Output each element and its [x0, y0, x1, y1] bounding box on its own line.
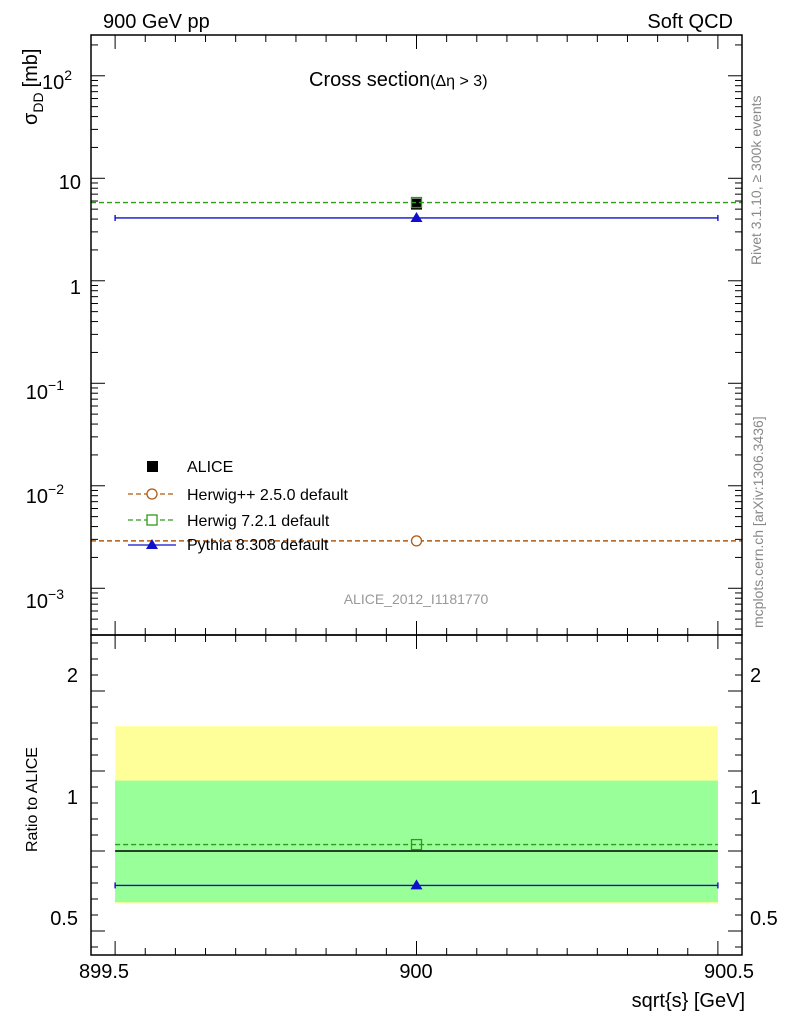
- x-tick-label-900: 900: [399, 961, 432, 983]
- legend-alice-marker: [147, 461, 158, 472]
- analysis-watermark: ALICE_2012_I1181770: [344, 591, 489, 607]
- mcplots-label: mcplots.cern.ch [arXiv:1306.3436]: [750, 416, 766, 628]
- y-tick-label-0.001: 10−3: [26, 586, 64, 613]
- chart-title: Cross section(Δη > 3): [309, 69, 488, 91]
- y-tick-label-100: 102: [42, 67, 72, 94]
- ratio-x-ticks: [114, 635, 719, 955]
- main-y-tick-labels: 102 10 1 10−1 10−2 10−3: [26, 67, 81, 613]
- data-point-pythia: [410, 211, 423, 222]
- ratio-y-axis-label: Ratio to ALICE: [24, 747, 41, 852]
- legend-herwig7: Herwig 7.2.1 default: [128, 513, 330, 530]
- x-tick-label-899.5: 899.5: [79, 961, 129, 983]
- x-tick-labels: 899.5 900 900.5: [79, 961, 754, 983]
- main-x-ticks: [114, 35, 719, 635]
- legend-pythia-marker: [146, 539, 158, 549]
- ratio-y-tick-label-2-right: 2: [750, 665, 761, 687]
- legend-pythia-label: Pythia 8.308 default: [187, 537, 329, 554]
- data-point-alice: [411, 198, 422, 210]
- chart-subtitle: (Δη > 3): [430, 73, 487, 90]
- ratio-plot-frame: [90, 634, 743, 956]
- main-y-axis-label: σDD[mb]: [20, 49, 46, 125]
- rivet-label: Rivet 3.1.10, ≥ 300k events: [748, 95, 764, 265]
- y-tick-label-1: 1: [70, 277, 81, 299]
- legend-herwig7-label: Herwig 7.2.1 default: [187, 513, 330, 530]
- ratio-panel: Ratio to ALICE 2 1 0.5 2 1 0.5 899.5 900…: [24, 634, 778, 1012]
- main-y-ticks: [91, 44, 742, 630]
- legend-herwig7-marker: [146, 514, 158, 526]
- ratio-y-tick-labels-left: 2 1 0.5: [50, 665, 78, 930]
- legend: ALICE Herwig++ 2.5.0 default Herwig 7.2.…: [128, 459, 349, 554]
- ratio-y-tick-label-0.5: 0.5: [50, 908, 78, 930]
- header-right: Soft QCD: [647, 11, 733, 33]
- x-tick-label-900.5: 900.5: [704, 961, 754, 983]
- ratio-y-tick-label-0.5-right: 0.5: [750, 908, 778, 930]
- ratio-y-ticks: [91, 642, 742, 948]
- y-tick-label-10: 10: [59, 172, 81, 194]
- legend-pythia: Pythia 8.308 default: [128, 537, 329, 554]
- ratio-point-herwig7: [410, 838, 423, 851]
- x-axis-label: sqrt{s} [GeV]: [632, 990, 745, 1012]
- data-point-herwig7: [410, 196, 423, 209]
- ratio-series: [114, 838, 719, 890]
- data-point-herwigpp: [410, 535, 423, 547]
- main-series: [91, 196, 742, 547]
- ratio-point-pythia: [410, 879, 423, 890]
- ratio-bands: [115, 726, 718, 904]
- y-tick-label-0.01: 10−2: [26, 481, 64, 508]
- ratio-y-tick-label-1-right: 1: [750, 787, 761, 809]
- header-left: 900 GeV pp: [103, 11, 210, 33]
- main-panel: Cross section(Δη > 3) σDD[mb] 102 10 1 1…: [20, 34, 743, 636]
- y-tick-label-0.1: 10−1: [26, 377, 64, 404]
- ratio-y-tick-label-1: 1: [67, 787, 78, 809]
- legend-herwigpp: Herwig++ 2.5.0 default: [128, 487, 349, 504]
- ratio-y-tick-labels-right: 2 1 0.5: [750, 665, 778, 930]
- legend-herwigpp-label: Herwig++ 2.5.0 default: [187, 487, 349, 504]
- legend-alice: ALICE: [147, 459, 233, 476]
- legend-herwigpp-marker: [146, 488, 158, 500]
- ratio-y-tick-label-2: 2: [67, 665, 78, 687]
- legend-alice-label: ALICE: [187, 459, 233, 476]
